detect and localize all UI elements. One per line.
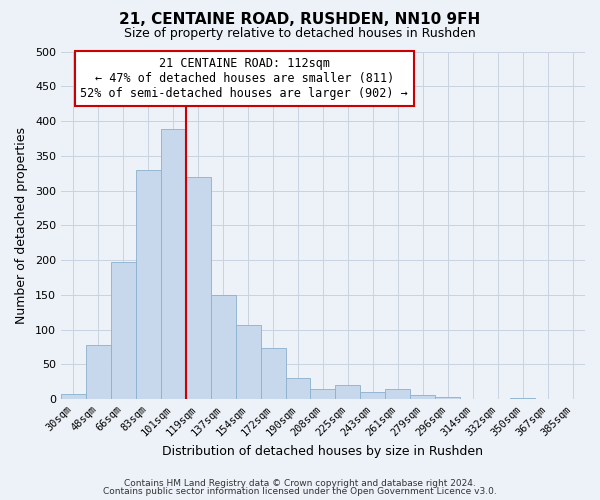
Y-axis label: Number of detached properties: Number of detached properties	[15, 127, 28, 324]
Bar	[335, 384, 361, 399]
Bar	[211, 295, 236, 399]
Bar	[86, 345, 111, 399]
Text: 21 CENTAINE ROAD: 112sqm
← 47% of detached houses are smaller (811)
52% of semi-: 21 CENTAINE ROAD: 112sqm ← 47% of detach…	[80, 56, 408, 100]
Bar	[186, 176, 211, 399]
Bar	[410, 395, 435, 399]
Bar	[236, 324, 260, 399]
Bar	[361, 392, 385, 399]
Bar	[310, 388, 335, 399]
Bar	[161, 130, 186, 399]
Bar	[385, 390, 410, 399]
X-axis label: Distribution of detached houses by size in Rushden: Distribution of detached houses by size …	[163, 444, 484, 458]
Text: 21, CENTAINE ROAD, RUSHDEN, NN10 9FH: 21, CENTAINE ROAD, RUSHDEN, NN10 9FH	[119, 12, 481, 28]
Bar	[136, 170, 161, 399]
Bar	[61, 394, 86, 399]
Bar	[260, 348, 286, 399]
Bar	[111, 262, 136, 399]
Bar	[435, 397, 460, 399]
Bar	[510, 398, 535, 399]
Text: Size of property relative to detached houses in Rushden: Size of property relative to detached ho…	[124, 28, 476, 40]
Text: Contains public sector information licensed under the Open Government Licence v3: Contains public sector information licen…	[103, 487, 497, 496]
Bar	[286, 378, 310, 399]
Text: Contains HM Land Registry data © Crown copyright and database right 2024.: Contains HM Land Registry data © Crown c…	[124, 478, 476, 488]
